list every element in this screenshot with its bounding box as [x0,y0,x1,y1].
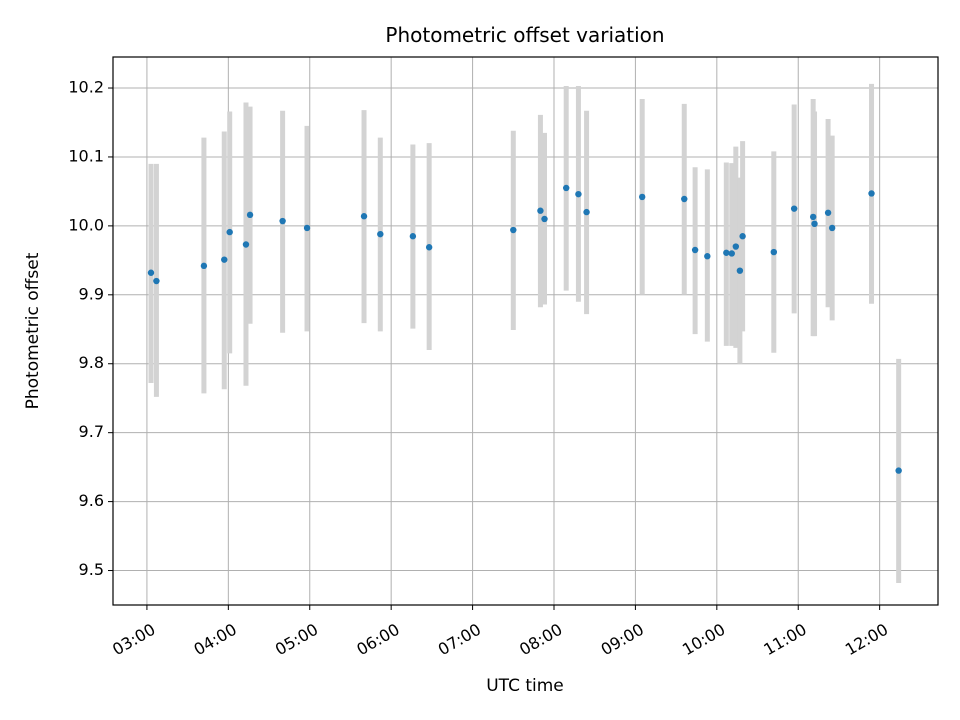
data-point [221,256,228,263]
data-points [147,184,902,474]
y-axis-label: Photometric offset [23,252,43,409]
y-tick-label: 10.1 [68,146,104,165]
data-point [510,226,517,234]
chart-title: Photometric offset variation [385,23,664,47]
data-point [377,230,384,238]
data-point [246,211,254,219]
data-point [723,249,730,256]
x-tick-label: 04:00 [191,620,240,660]
data-point [563,184,570,192]
data-point [226,228,233,236]
data-point [824,209,832,216]
data-point [575,190,582,198]
x-tick-label: 05:00 [272,620,321,660]
data-point [279,217,286,225]
data-point [147,269,155,276]
y-tick-label: 9.5 [79,560,104,579]
x-tick-label: 07:00 [435,620,484,660]
data-point [790,205,798,212]
data-point [583,208,590,216]
data-point [409,233,417,240]
x-tick-label: 06:00 [353,620,402,660]
y-tick-label: 10.2 [68,78,104,97]
y-axis-ticks: 9.5 9.6 9.7 9.8 9.9 10.0 10.1 10.2 [68,78,113,579]
x-tick-label: 10:00 [679,620,728,660]
y-tick-label: 9.9 [79,284,104,303]
x-axis-label: UTC time [486,676,564,696]
x-tick-label: 03:00 [109,620,158,660]
data-point [809,213,817,221]
data-point [828,224,836,232]
data-point [303,224,311,232]
x-axis-ticks: 03:00 04:00 05:00 06:00 07:00 08:00 09:00 10:00… [109,605,891,659]
data-point [242,241,250,248]
y-tick-label: 9.8 [79,353,104,372]
error-bars [148,83,902,583]
plot-frame [112,56,939,606]
data-point [868,190,875,197]
x-tick-label: 11:00 [760,620,809,660]
data-point [425,244,433,251]
data-point [541,215,548,223]
x-tick-label: 08:00 [516,620,565,660]
data-point [691,246,699,254]
data-point [732,243,740,250]
y-tick-label: 9.6 [79,491,104,510]
data-point [704,253,711,260]
y-tick-label: 10.0 [68,215,104,234]
data-point [638,193,646,201]
data-point [728,250,735,257]
data-point [895,467,902,474]
data-point [770,248,778,256]
data-point [811,220,818,228]
data-point [681,195,688,203]
data-point [360,213,368,220]
x-tick-label: 09:00 [598,620,647,660]
y-tick-label: 9.7 [79,422,104,441]
x-tick-label: 12:00 [842,620,891,660]
data-point [537,207,544,214]
grid [113,57,938,605]
data-point [739,233,746,240]
data-point [153,277,160,285]
data-point [736,267,744,274]
data-point [200,262,208,270]
